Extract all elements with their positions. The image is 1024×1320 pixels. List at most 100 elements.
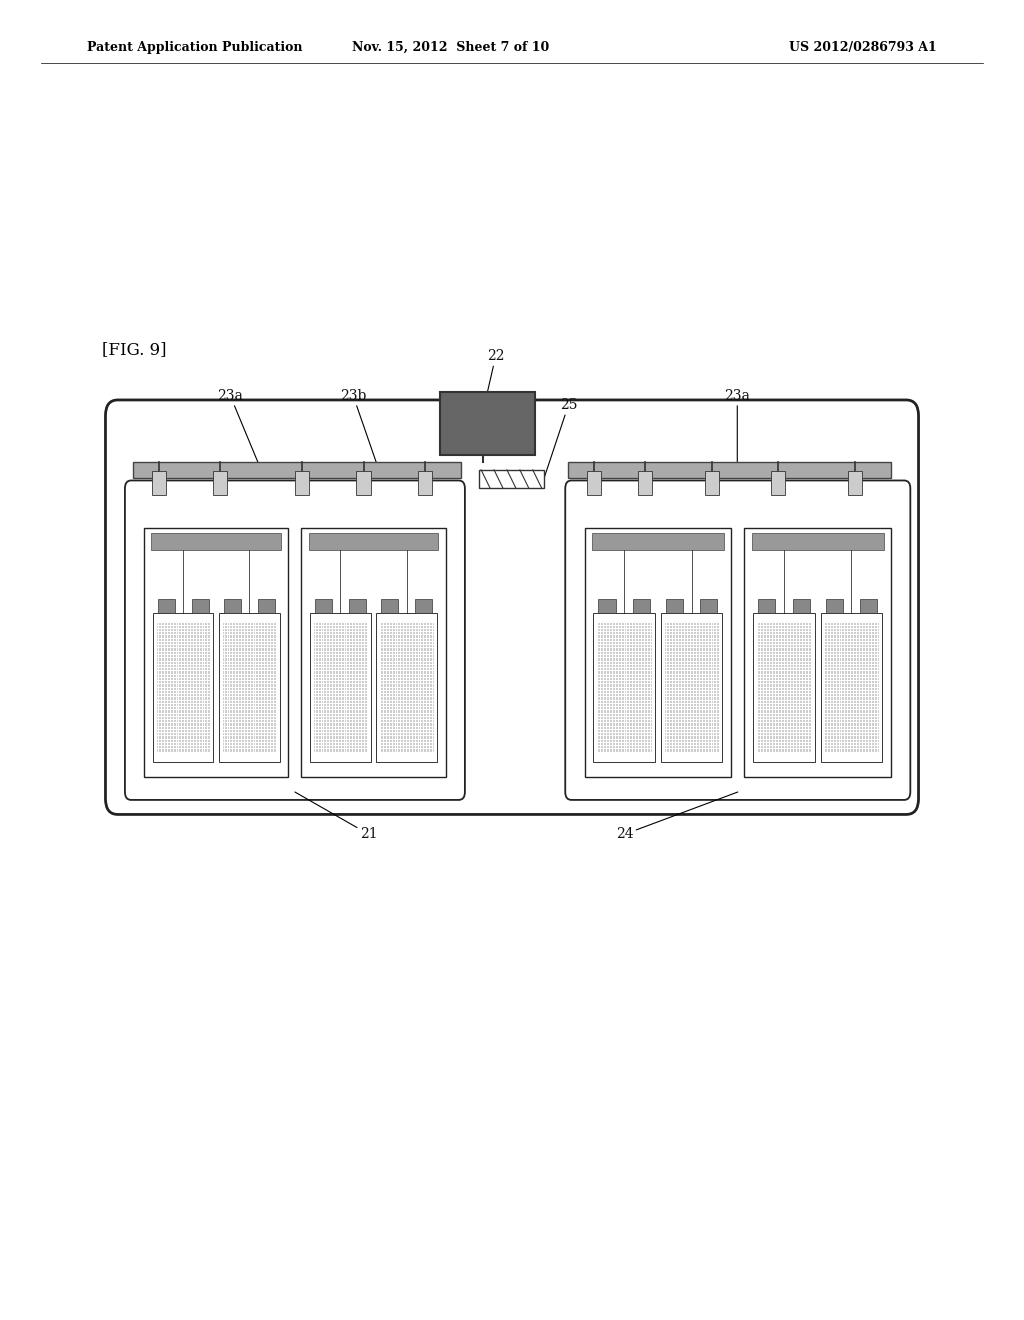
Point xyxy=(696,634,713,655)
Point xyxy=(637,741,653,762)
Point xyxy=(618,619,635,640)
Point xyxy=(334,737,350,758)
Point xyxy=(223,737,240,758)
Point xyxy=(753,686,769,708)
Point xyxy=(615,701,632,722)
Point xyxy=(795,723,811,744)
Point xyxy=(822,681,839,702)
Point xyxy=(154,713,170,734)
Point xyxy=(246,697,262,718)
Point xyxy=(243,642,259,663)
Point xyxy=(853,667,869,688)
Point xyxy=(201,675,217,696)
Point xyxy=(242,657,258,678)
Point xyxy=(700,688,717,709)
Point xyxy=(775,696,792,717)
Point xyxy=(620,676,636,697)
Point xyxy=(251,623,267,644)
Point xyxy=(355,685,372,706)
Point xyxy=(616,706,633,727)
Point xyxy=(782,678,799,700)
Point xyxy=(591,673,607,694)
Point xyxy=(264,645,281,667)
Point xyxy=(151,705,167,726)
Point xyxy=(417,681,433,702)
Point xyxy=(642,741,658,762)
Point xyxy=(217,647,233,668)
Point xyxy=(674,718,690,739)
Point xyxy=(605,730,622,751)
Point xyxy=(264,630,281,651)
Point xyxy=(383,741,399,762)
Point xyxy=(379,661,395,682)
Point xyxy=(781,696,798,717)
Point xyxy=(692,663,709,684)
Point xyxy=(760,731,776,752)
Point xyxy=(825,656,842,677)
Point xyxy=(697,719,714,741)
Point xyxy=(828,634,845,655)
Point xyxy=(843,645,859,667)
Point xyxy=(157,628,173,649)
Point xyxy=(818,649,835,671)
Point xyxy=(394,690,411,711)
Point xyxy=(392,659,409,680)
Point xyxy=(781,721,798,742)
Point xyxy=(237,678,253,700)
Point xyxy=(850,663,866,684)
Point xyxy=(779,715,796,737)
Point xyxy=(772,669,788,690)
Point xyxy=(417,644,433,665)
Point xyxy=(665,657,681,678)
Point xyxy=(343,660,359,681)
Point xyxy=(410,622,426,643)
Point xyxy=(347,697,364,718)
Point xyxy=(220,677,237,698)
Point xyxy=(866,631,883,652)
Point xyxy=(779,631,796,652)
Point xyxy=(671,704,687,725)
Point xyxy=(837,704,853,725)
Point xyxy=(857,642,873,663)
Point xyxy=(693,638,710,659)
Point xyxy=(349,678,366,700)
Point xyxy=(616,719,633,741)
Point xyxy=(802,638,818,659)
Point xyxy=(787,680,804,701)
Point xyxy=(400,694,417,715)
Point xyxy=(671,715,687,737)
Point xyxy=(827,614,844,635)
Point xyxy=(607,669,624,690)
Point xyxy=(794,644,810,665)
Point xyxy=(632,734,648,755)
Point xyxy=(353,723,370,744)
Point xyxy=(221,686,238,708)
Point xyxy=(322,725,338,746)
Point xyxy=(394,651,411,672)
Point xyxy=(849,661,865,682)
Point xyxy=(346,663,362,684)
Point xyxy=(697,631,714,652)
Point xyxy=(322,722,338,743)
Point xyxy=(237,734,253,755)
Point xyxy=(160,677,176,698)
Point xyxy=(852,647,868,668)
Point xyxy=(167,640,183,661)
Point xyxy=(148,677,165,698)
Point xyxy=(246,612,262,634)
Point xyxy=(702,656,719,677)
Point xyxy=(844,739,860,760)
Point xyxy=(862,628,879,649)
Point xyxy=(612,660,629,681)
Point xyxy=(233,709,250,730)
Point xyxy=(600,622,616,643)
Point xyxy=(852,622,868,643)
Point xyxy=(706,615,722,636)
Point xyxy=(263,688,280,709)
Point xyxy=(373,653,389,675)
Point xyxy=(251,727,267,748)
Point xyxy=(707,614,723,635)
Point xyxy=(799,725,815,746)
Point xyxy=(820,649,837,671)
Point xyxy=(632,706,648,727)
